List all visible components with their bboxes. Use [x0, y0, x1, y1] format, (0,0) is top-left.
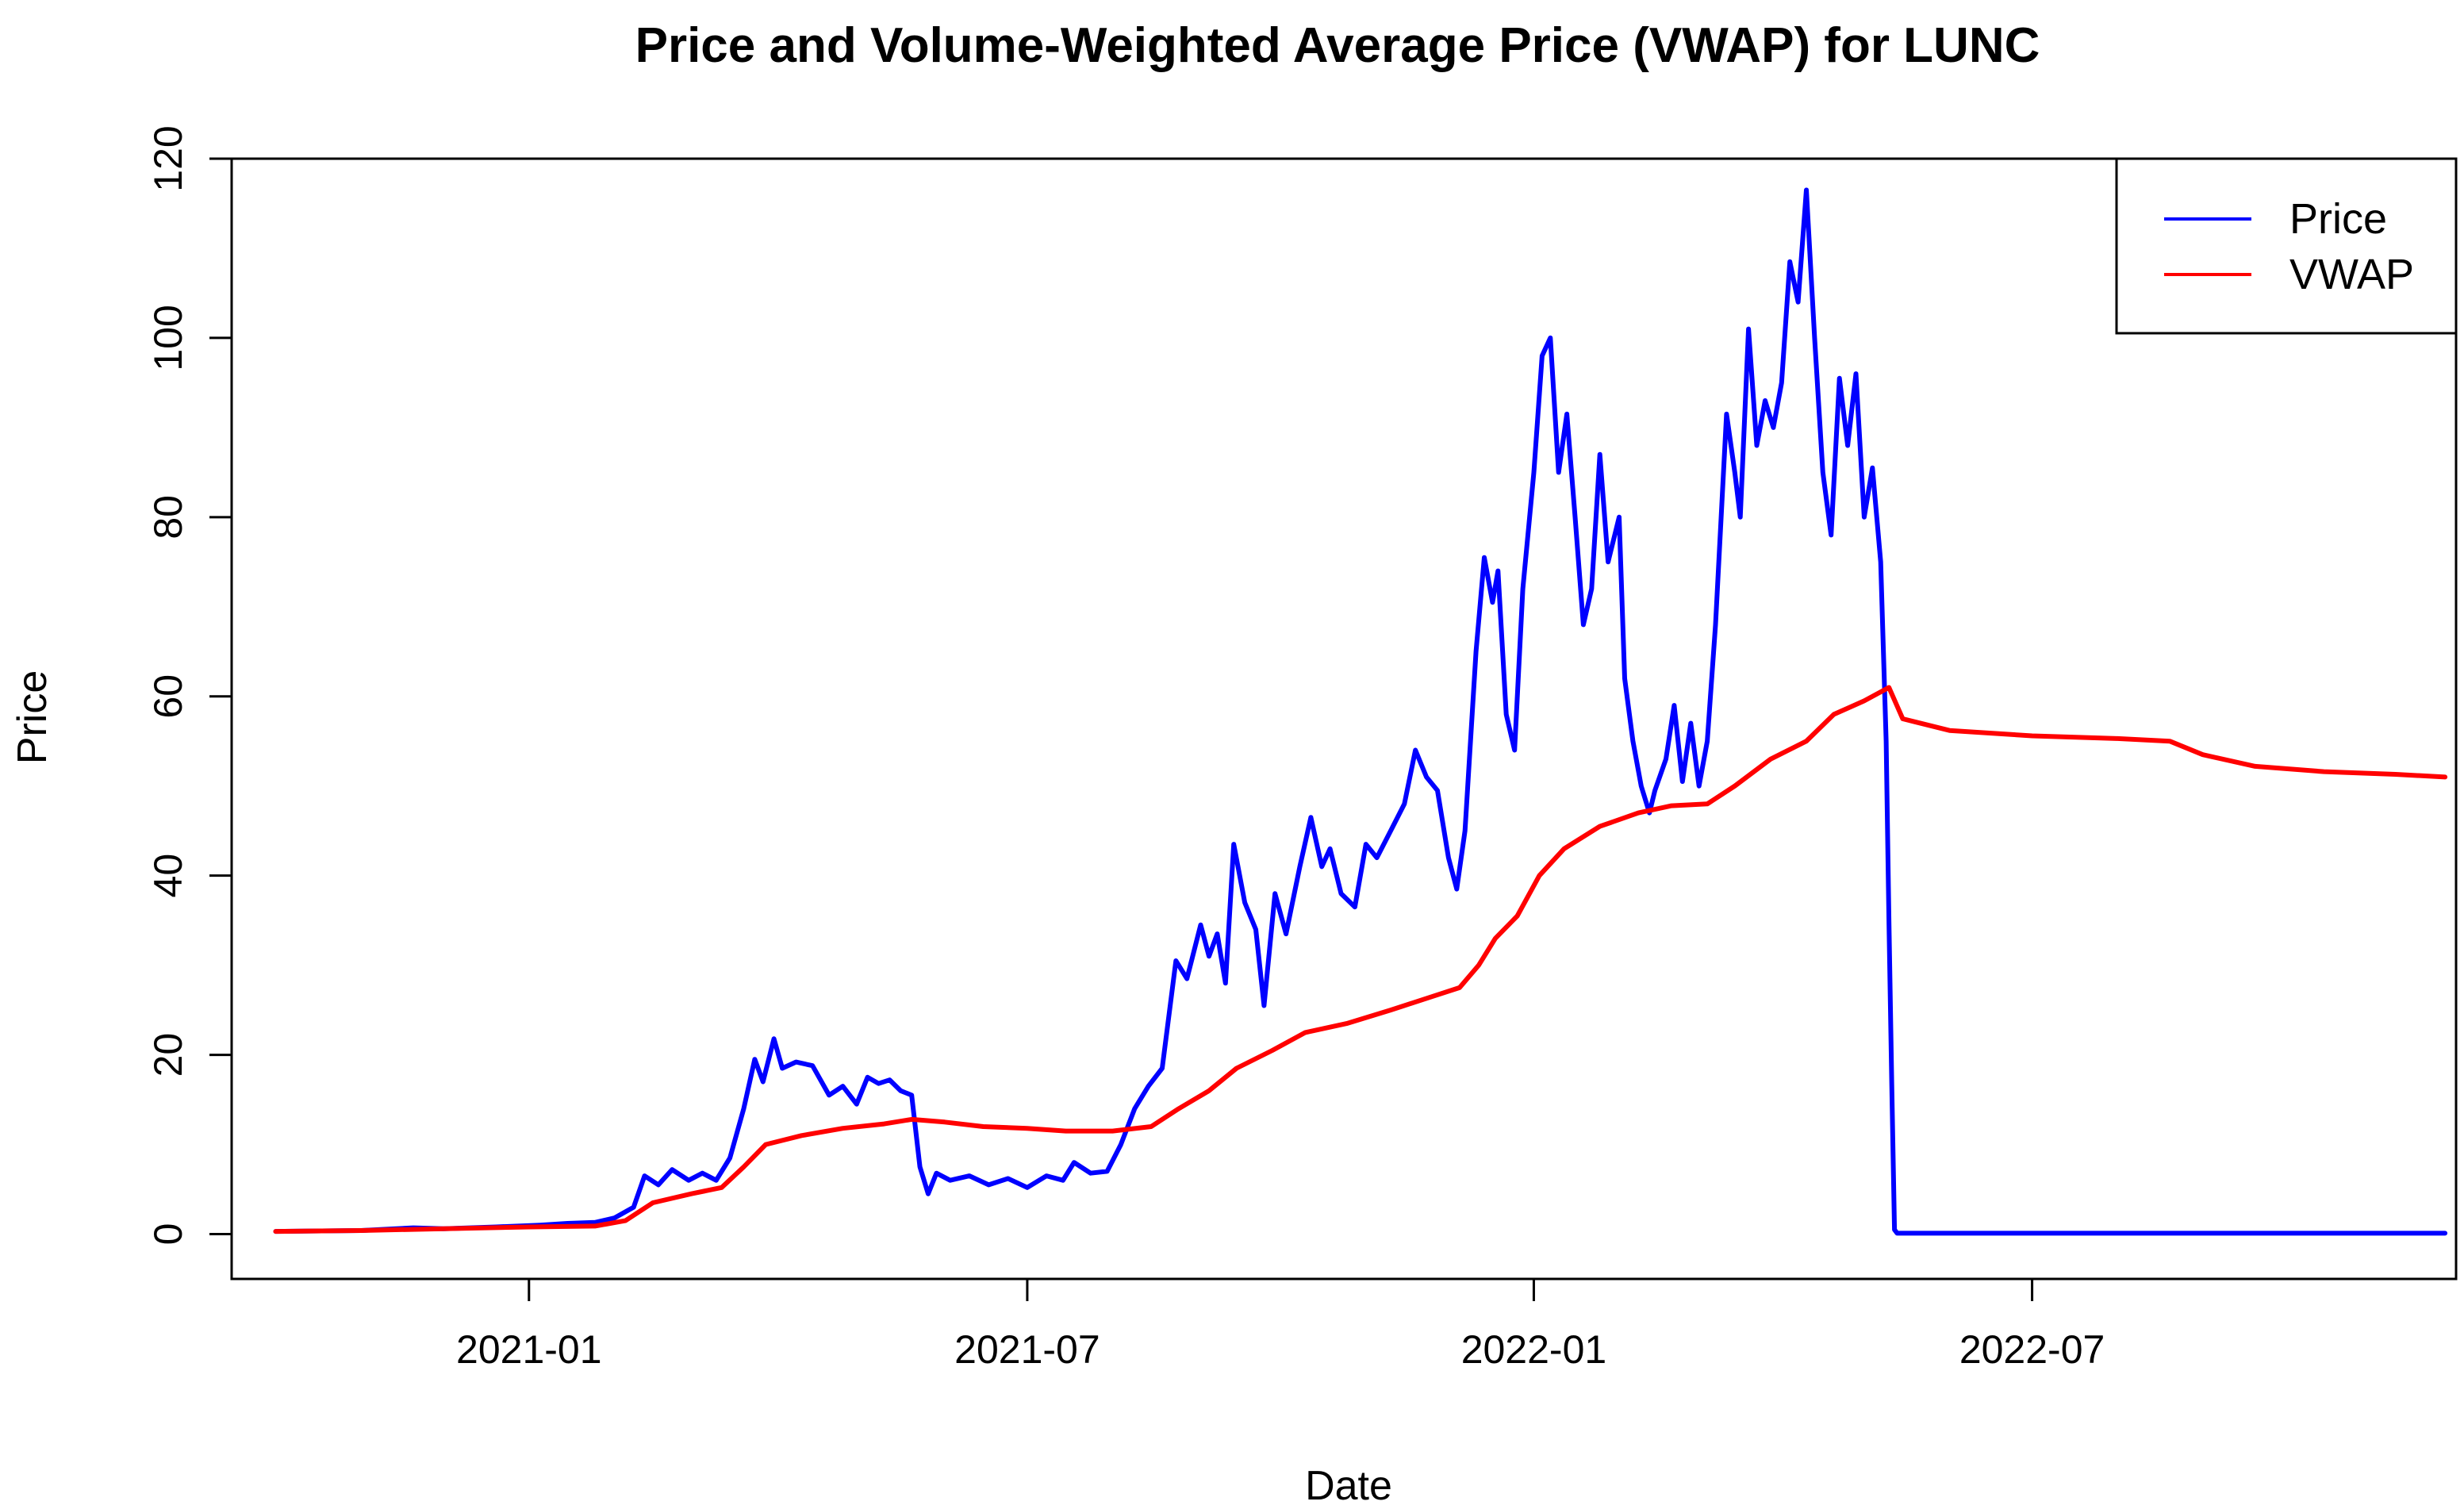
x-axis: 2021-01 2021-07 2022-01 2022-07 — [456, 1279, 2105, 1372]
series-layer — [273, 187, 2448, 1236]
y-tick-label: 120 — [146, 125, 190, 191]
x-tick-label: 2022-01 — [1461, 1327, 1607, 1372]
y-tick-label: 80 — [146, 495, 190, 539]
legend: Price VWAP — [2115, 157, 2458, 335]
y-tick-label: 100 — [146, 305, 190, 371]
y-tick-label: 0 — [146, 1223, 190, 1246]
y-axis: 0 20 40 60 80 100 120 — [146, 125, 232, 1245]
series-line-vwap — [273, 685, 2448, 1234]
x-tick-label: 2022-07 — [1959, 1327, 2105, 1372]
legend-label-price: Price — [2289, 195, 2387, 243]
legend-label-vwap: VWAP — [2289, 251, 2414, 298]
chart-title: Price and Volume-Weighted Average Price … — [635, 18, 2040, 73]
y-tick-label: 60 — [146, 674, 190, 719]
y-tick-label: 20 — [146, 1033, 190, 1077]
legend-box — [2115, 157, 2458, 335]
y-tick-label: 40 — [146, 854, 190, 898]
x-tick-label: 2021-01 — [456, 1327, 602, 1372]
x-tick-label: 2021-07 — [954, 1327, 1100, 1372]
plot-frame — [230, 157, 2458, 1281]
series-line-price — [273, 187, 2448, 1236]
x-axis-label: Date — [1305, 1463, 1392, 1509]
y-axis-label: Price — [10, 670, 56, 764]
